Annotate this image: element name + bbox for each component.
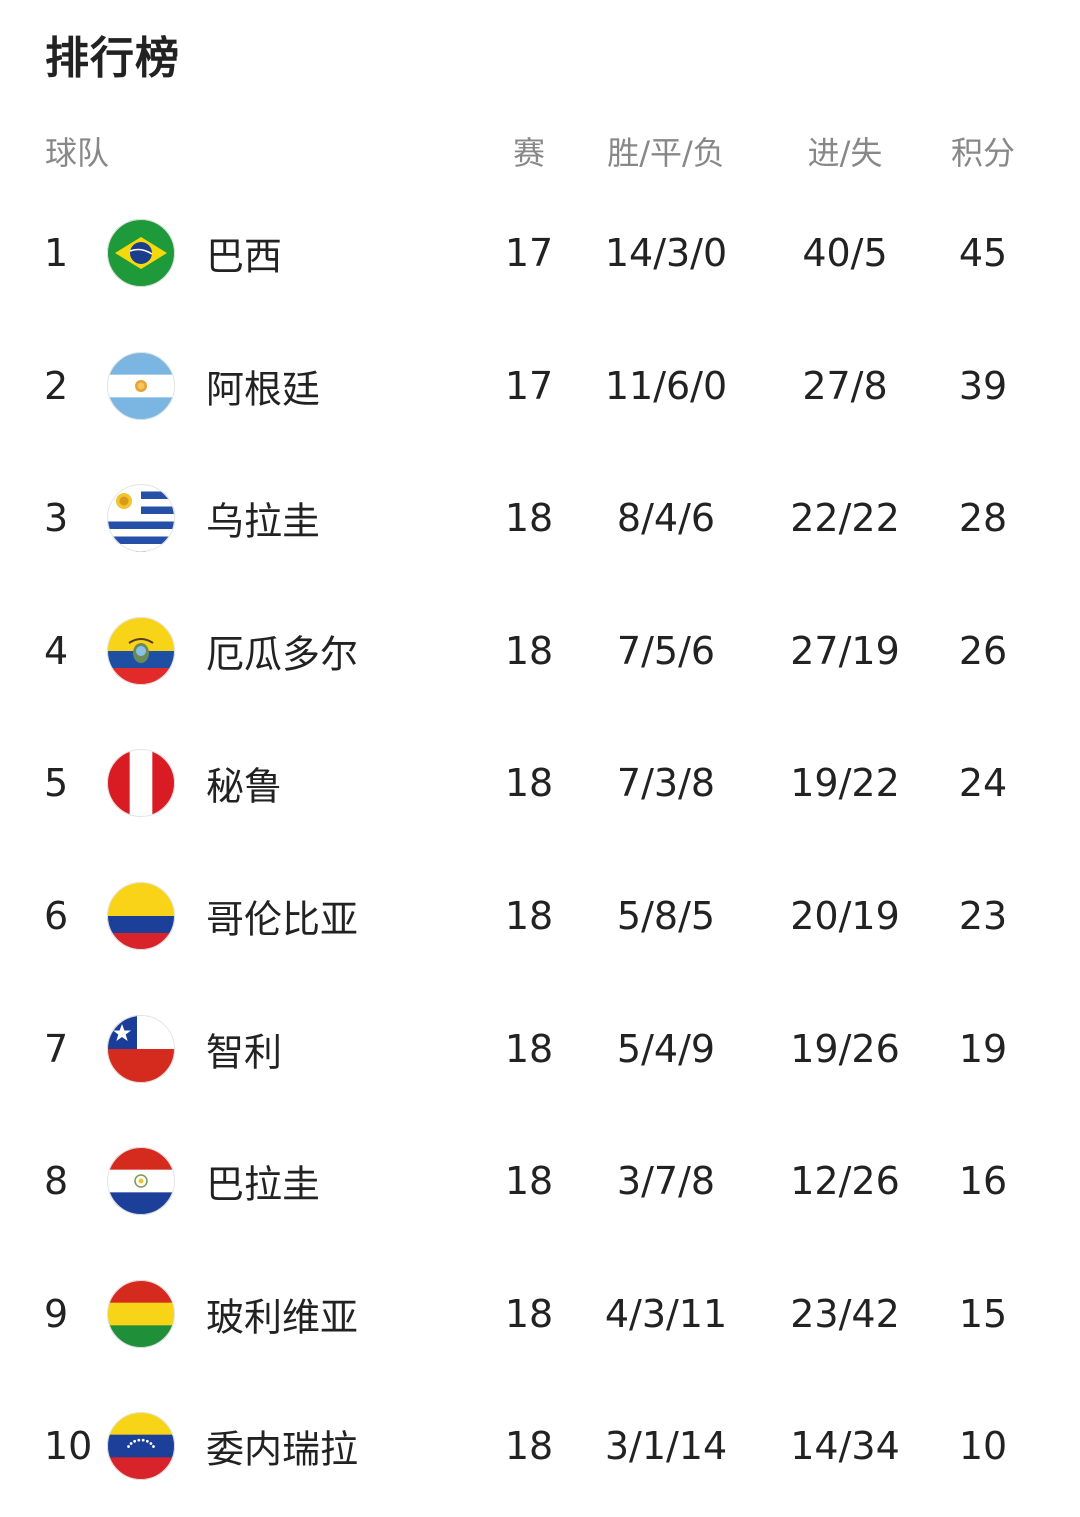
table-row[interactable]: 4 厄瓜多尔 18 7/5/6 27/19 26 bbox=[0, 611, 1080, 691]
points: 45 bbox=[958, 231, 1008, 275]
rank: 3 bbox=[44, 496, 69, 541]
table-row[interactable]: 5 秘鲁 18 7/3/8 19/22 24 bbox=[0, 743, 1080, 823]
team-name[interactable]: 厄瓜多尔 bbox=[206, 632, 359, 677]
ecuador-flag-icon bbox=[107, 616, 175, 685]
bolivia-flag-icon bbox=[107, 1279, 175, 1348]
rank: 8 bbox=[44, 1159, 69, 1204]
team-name[interactable]: 秘鲁 bbox=[206, 764, 283, 809]
table-row[interactable]: 8 巴拉圭 18 3/7/8 12/26 16 bbox=[0, 1141, 1080, 1221]
table-row[interactable]: 3 乌拉圭 18 8/4/6 22/22 28 bbox=[0, 478, 1080, 558]
header-goals: 进/失 bbox=[807, 134, 883, 172]
rank: 10 bbox=[44, 1424, 93, 1469]
brazil-flag-icon bbox=[107, 219, 175, 287]
rank: 9 bbox=[44, 1291, 69, 1336]
goals-for-against: 23/42 bbox=[790, 1291, 900, 1336]
team-name[interactable]: 巴西 bbox=[206, 234, 283, 279]
rank: 2 bbox=[44, 363, 69, 408]
team-name[interactable]: 智利 bbox=[206, 1030, 283, 1075]
played: 18 bbox=[504, 761, 554, 806]
points: 26 bbox=[958, 628, 1008, 673]
uruguay-flag-icon bbox=[107, 484, 175, 553]
played: 18 bbox=[504, 1424, 554, 1469]
paraguay-flag-icon bbox=[107, 1147, 175, 1216]
table-row[interactable]: 9 玻利维亚 18 4/3/11 23/42 15 bbox=[0, 1274, 1080, 1354]
points: 39 bbox=[958, 363, 1008, 408]
rank: 1 bbox=[44, 231, 69, 275]
points: 23 bbox=[958, 894, 1008, 938]
goals-for-against: 14/34 bbox=[790, 1424, 900, 1469]
table-row[interactable]: 2 阿根廷 17 11/6/0 27/8 39 bbox=[0, 346, 1080, 426]
win-draw-loss: 4/3/11 bbox=[604, 1291, 728, 1336]
points: 16 bbox=[958, 1159, 1008, 1204]
points: 19 bbox=[958, 1026, 1008, 1071]
win-draw-loss: 3/1/14 bbox=[604, 1424, 728, 1469]
points: 24 bbox=[958, 761, 1008, 806]
colombia-flag-icon bbox=[107, 882, 175, 950]
argentina-flag-icon bbox=[107, 351, 175, 420]
goals-for-against: 12/26 bbox=[790, 1159, 900, 1204]
win-draw-loss: 7/3/8 bbox=[616, 761, 716, 806]
played: 17 bbox=[504, 363, 554, 408]
points: 28 bbox=[958, 496, 1008, 541]
played: 18 bbox=[504, 496, 554, 541]
played: 17 bbox=[504, 231, 554, 275]
team-name[interactable]: 玻利维亚 bbox=[206, 1295, 359, 1340]
rank: 4 bbox=[44, 628, 69, 673]
table-row[interactable]: 6 哥伦比亚 18 5/8/5 20/19 23 bbox=[0, 876, 1080, 956]
points: 10 bbox=[958, 1424, 1008, 1469]
goals-for-against: 40/5 bbox=[802, 231, 888, 275]
points: 15 bbox=[958, 1291, 1008, 1336]
win-draw-loss: 3/7/8 bbox=[616, 1159, 716, 1204]
win-draw-loss: 7/5/6 bbox=[616, 628, 716, 673]
header-played: 赛 bbox=[512, 134, 546, 172]
played: 18 bbox=[504, 1291, 554, 1336]
goals-for-against: 19/26 bbox=[790, 1026, 900, 1071]
goals-for-against: 27/19 bbox=[790, 628, 900, 673]
win-draw-loss: 5/8/5 bbox=[616, 894, 716, 938]
rank: 5 bbox=[44, 761, 69, 806]
played: 18 bbox=[504, 1026, 554, 1071]
header-team: 球队 bbox=[45, 134, 110, 172]
played: 18 bbox=[504, 894, 554, 938]
chile-flag-icon bbox=[107, 1014, 175, 1083]
team-name[interactable]: 巴拉圭 bbox=[206, 1162, 321, 1207]
table-row[interactable]: 10 委内瑞拉 18 3/1/14 14/34 10 bbox=[0, 1406, 1080, 1486]
table-row[interactable]: 7 智利 18 5/4/9 19/26 19 bbox=[0, 1009, 1080, 1089]
played: 18 bbox=[504, 628, 554, 673]
team-name[interactable]: 委内瑞拉 bbox=[206, 1427, 359, 1472]
team-name[interactable]: 乌拉圭 bbox=[206, 499, 321, 544]
goals-for-against: 20/19 bbox=[790, 894, 900, 938]
venezuela-flag-icon bbox=[107, 1412, 175, 1481]
page-title: 排行榜 bbox=[45, 33, 180, 84]
rank: 7 bbox=[44, 1026, 69, 1071]
peru-flag-icon bbox=[107, 749, 175, 818]
goals-for-against: 19/22 bbox=[790, 761, 900, 806]
header-wdl: 胜/平/负 bbox=[607, 134, 725, 172]
team-name[interactable]: 阿根廷 bbox=[206, 367, 321, 412]
win-draw-loss: 8/4/6 bbox=[616, 496, 716, 541]
header-points: 积分 bbox=[950, 134, 1016, 172]
win-draw-loss: 5/4/9 bbox=[616, 1026, 716, 1071]
table-row[interactable]: 1 巴西 17 14/3/0 40/5 45 bbox=[0, 213, 1080, 293]
goals-for-against: 22/22 bbox=[790, 496, 900, 541]
rank: 6 bbox=[44, 894, 69, 938]
win-draw-loss: 11/6/0 bbox=[604, 363, 728, 408]
goals-for-against: 27/8 bbox=[802, 363, 888, 408]
win-draw-loss: 14/3/0 bbox=[604, 231, 728, 275]
played: 18 bbox=[504, 1159, 554, 1204]
team-name[interactable]: 哥伦比亚 bbox=[206, 897, 359, 942]
